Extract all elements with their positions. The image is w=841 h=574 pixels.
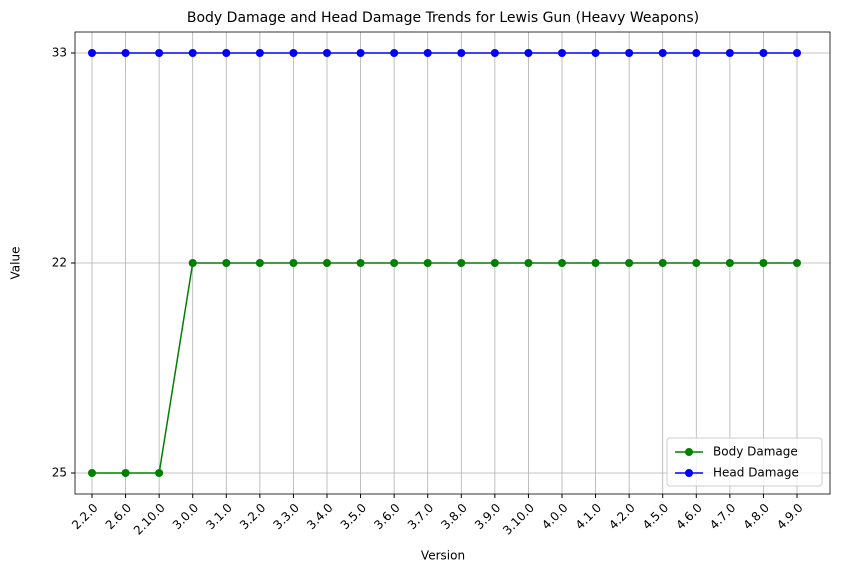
y-axis-label: Value bbox=[9, 247, 23, 280]
data-point bbox=[121, 469, 130, 477]
data-point bbox=[222, 259, 231, 267]
data-point bbox=[289, 49, 298, 57]
data-point bbox=[457, 259, 466, 267]
data-point bbox=[524, 49, 533, 57]
data-point bbox=[423, 259, 432, 267]
y-tick-label: 25 bbox=[52, 466, 67, 480]
data-point bbox=[759, 259, 768, 267]
data-point bbox=[289, 259, 298, 267]
data-point bbox=[255, 259, 264, 267]
data-point bbox=[625, 259, 634, 267]
data-point bbox=[323, 49, 331, 57]
data-point bbox=[759, 49, 768, 57]
data-point bbox=[323, 259, 331, 267]
data-point bbox=[692, 259, 701, 267]
legend-marker bbox=[685, 448, 693, 456]
data-point bbox=[490, 49, 499, 57]
chart-title: Body Damage and Head Damage Trends for L… bbox=[187, 10, 699, 26]
data-point bbox=[188, 259, 197, 267]
data-point bbox=[658, 49, 667, 57]
data-point bbox=[356, 49, 365, 57]
data-point bbox=[558, 259, 566, 267]
data-point bbox=[725, 259, 734, 267]
data-point bbox=[423, 49, 432, 57]
data-point bbox=[524, 259, 533, 267]
legend-label: Body Damage bbox=[713, 445, 798, 459]
data-point bbox=[793, 259, 801, 267]
data-point bbox=[121, 49, 130, 57]
data-point bbox=[222, 49, 231, 57]
legend-label: Head Damage bbox=[713, 466, 799, 480]
data-point bbox=[490, 259, 499, 267]
y-tick-label: 22 bbox=[52, 256, 67, 270]
data-point bbox=[793, 49, 801, 57]
data-point bbox=[155, 49, 164, 57]
data-point bbox=[155, 469, 164, 477]
x-axis-label: Version bbox=[421, 549, 465, 563]
legend: Body Damage Head Damage bbox=[666, 437, 823, 487]
data-point bbox=[88, 469, 96, 477]
legend-box bbox=[666, 437, 823, 487]
series-line bbox=[92, 262, 797, 474]
data-point bbox=[591, 49, 600, 57]
data-point bbox=[591, 259, 600, 267]
data-point bbox=[88, 49, 96, 57]
data-point bbox=[658, 259, 667, 267]
data-point bbox=[390, 259, 399, 267]
y-tick-label: 33 bbox=[52, 46, 67, 60]
data-point bbox=[558, 49, 566, 57]
data-point bbox=[188, 49, 197, 57]
data-point bbox=[625, 49, 634, 57]
data-point bbox=[255, 49, 264, 57]
plot-frame bbox=[74, 31, 831, 495]
legend-marker bbox=[685, 469, 693, 477]
data-point bbox=[725, 49, 734, 57]
data-point bbox=[692, 49, 701, 57]
data-point bbox=[390, 49, 399, 57]
data-point bbox=[356, 259, 365, 267]
data-point bbox=[457, 49, 466, 57]
